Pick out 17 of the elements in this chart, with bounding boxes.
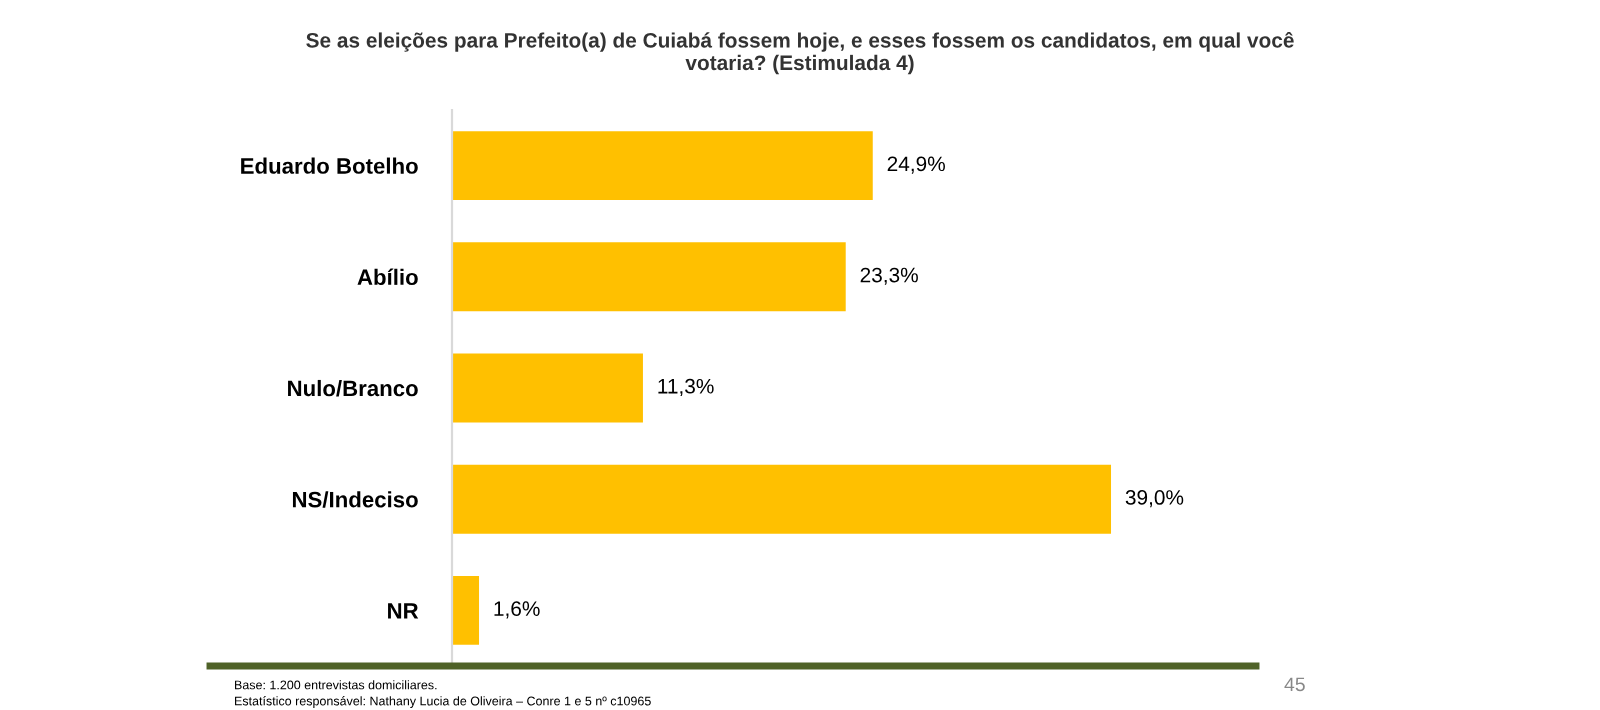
y-tick-label: Nulo/Branco [288, 379, 418, 397]
y-tick-label: NR [388, 603, 419, 619]
bar [452, 464, 1112, 534]
data-label: 39,0% [1125, 490, 1184, 508]
data-label: 11,3% [658, 378, 714, 397]
chart-title: Se as eleições para Prefeito(a) de Cuiabá fossem hoje, e esses fossem os candidatos, em qual você votaria? (Estimulada 4) [306, 31, 1294, 75]
data-label: 24,9% [887, 156, 945, 174]
y-tick-label: Abílio [357, 268, 418, 286]
bar [452, 242, 846, 312]
bar [452, 575, 480, 645]
y-tick-label: Eduardo Botelho [241, 157, 418, 174]
bar [452, 131, 873, 201]
data-label: 1,6% [494, 601, 540, 619]
text: 45 [1284, 677, 1305, 692]
bar [452, 353, 643, 423]
data-label: 23,3% [860, 267, 918, 285]
y-tick-label: NS/Indeciso [292, 491, 418, 508]
